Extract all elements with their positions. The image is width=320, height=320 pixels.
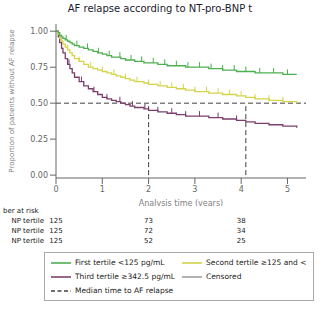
html-text:34: 34 [236, 227, 246, 235]
svg-text:Analysis time (years): Analysis time (years) [139, 199, 223, 206]
svg-text:0: 0 [53, 185, 58, 194]
svg-text:1.00: 1.00 [30, 27, 48, 36]
html-text:AF relapse according to NT-pro: AF relapse according to NT-pro-BNP t [67, 3, 253, 14]
svg-text:5: 5 [285, 185, 290, 194]
html-text:Censored: Censored [206, 272, 242, 281]
svg-text:0.75: 0.75 [30, 63, 48, 72]
html-text:NP tertile: NP tertile [11, 217, 44, 225]
svg-text:0.50: 0.50 [30, 99, 48, 108]
html-text:38: 38 [236, 217, 246, 225]
html-text:25: 25 [236, 237, 246, 245]
html-text:NP tertile: NP tertile [11, 237, 44, 245]
html-text:125: 125 [49, 217, 63, 225]
html-text:Third tertile ≥342.5 pg/mL: Third tertile ≥342.5 pg/mL [75, 272, 175, 281]
html-text:NP tertile: NP tertile [11, 227, 44, 235]
html-text:125: 125 [49, 227, 63, 235]
html-text:73: 73 [144, 217, 153, 225]
html-text:First tertile <125 pg/mL: First tertile <125 pg/mL [75, 258, 165, 267]
svg-text:3: 3 [192, 185, 197, 194]
html-text:ber at risk: ber at risk [3, 207, 39, 215]
html-text:Second tertile ≥125 and <: Second tertile ≥125 and < [206, 258, 307, 267]
svg-text:4: 4 [239, 185, 244, 194]
html-text:Median time to AF relapse: Median time to AF relapse [75, 286, 174, 295]
svg-text:0.25: 0.25 [30, 135, 48, 144]
svg-text:Proportion of patients without: Proportion of patients without AF relaps… [8, 29, 16, 172]
svg-text:0.00: 0.00 [30, 171, 48, 180]
html-text:52: 52 [144, 237, 153, 245]
svg-text:2: 2 [146, 185, 151, 194]
svg-text:1: 1 [100, 185, 105, 194]
html-text:72: 72 [144, 227, 153, 235]
html-text:125: 125 [49, 237, 63, 245]
